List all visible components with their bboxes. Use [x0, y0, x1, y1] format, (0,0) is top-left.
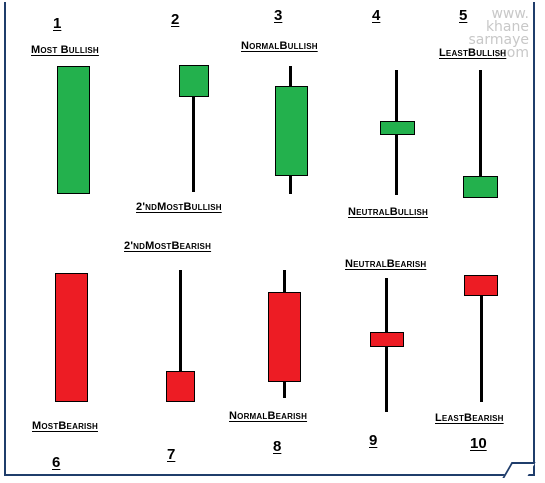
candle-label-3: NormalBullish — [241, 40, 318, 52]
candle-number-9: 9 — [369, 432, 378, 449]
frame-border-left — [4, 2, 6, 476]
candle-5-wick — [479, 70, 482, 178]
frame-border — [4, 2, 535, 476]
candle-5-body — [463, 176, 498, 198]
candle-label-9: NeutralBearish — [345, 258, 427, 270]
candle-number-5: 5 — [459, 7, 468, 24]
candle-label-10: LeastBearish — [435, 412, 504, 424]
candle-1-body — [57, 66, 90, 194]
watermark-line: sarmaye — [468, 32, 530, 48]
candle-4-body — [380, 121, 415, 135]
candle-3-body — [275, 86, 308, 176]
candle-label-4: NeutralBullish — [348, 206, 429, 218]
candle-2-body — [179, 65, 209, 97]
candle-label-1: Most Bullish — [31, 44, 99, 56]
watermark-line: www. — [491, 6, 529, 22]
watermark-line: khane — [485, 19, 529, 35]
candle-number-8: 8 — [273, 438, 282, 455]
candle-number-6: 6 — [52, 454, 61, 471]
candle-2-wick — [192, 96, 195, 192]
candle-label-2: 2'ndMostBullish — [136, 201, 222, 213]
candle-number-1: 1 — [53, 15, 62, 32]
candle-6-body — [55, 273, 88, 402]
candle-number-4: 4 — [372, 7, 381, 24]
candle-number-3: 3 — [274, 7, 283, 24]
candle-7-wick — [179, 270, 182, 374]
candle-7-body — [166, 371, 195, 402]
candle-label-6: MostBearish — [32, 420, 98, 432]
watermark: www. khane sarmaye .com — [468, 6, 530, 61]
candle-number-7: 7 — [167, 446, 176, 463]
candle-9-body — [370, 332, 404, 347]
candle-label-8: NormalBearish — [229, 410, 308, 422]
candle-number-10: 10 — [470, 435, 487, 452]
candle-10-wick — [480, 294, 483, 402]
candle-8-body — [268, 292, 301, 382]
candle-number-2: 2 — [171, 11, 180, 28]
candle-10-body — [464, 275, 498, 296]
candle-label-7: 2'ndMostBearish — [124, 240, 212, 252]
watermark-line: .com — [494, 45, 529, 61]
candle-label-5: LeastBullish — [439, 47, 507, 59]
